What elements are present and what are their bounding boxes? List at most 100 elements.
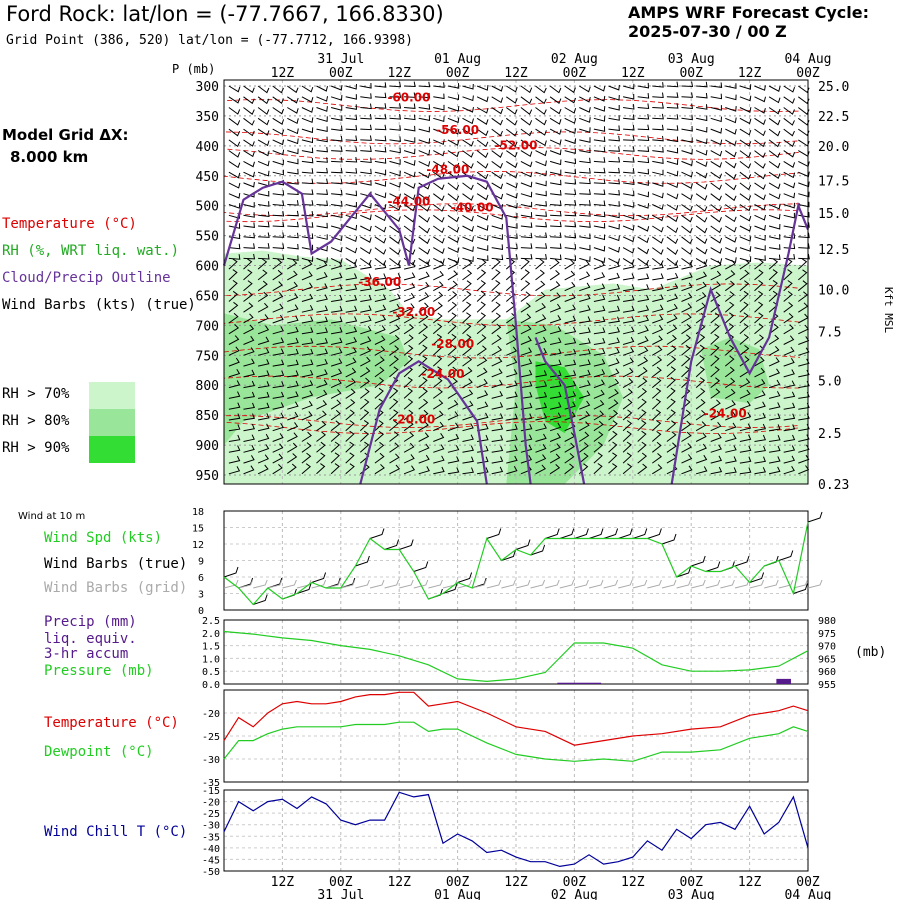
wind-barb [710,128,723,134]
isotherm-label-2: -52.00 [495,138,538,152]
wind-barb [330,85,343,91]
bottom-time-label-0: 12Z [271,875,295,890]
wind-barb [783,413,796,421]
wind-barb [783,302,794,313]
cloud-outline-0 [222,174,532,485]
wind-barb [447,467,460,475]
wind-barb [652,214,664,222]
wind-barb [651,366,662,378]
wind-barb [476,280,487,292]
temp-y-tick--35: -35 [202,778,220,789]
sfc-grid-barb [428,579,443,589]
wind-barb [725,257,737,263]
wind-barb [593,106,606,112]
sfc-wind-barb [253,594,268,605]
sfc-wind-barbs [223,511,823,605]
wind-barb [433,182,445,191]
wind-barb [798,347,810,356]
wind-barb [345,367,357,378]
wind-barb [403,431,415,442]
wind-barb [593,223,606,229]
wind-barb [418,149,431,156]
wind-barb [389,334,400,345]
wind-barb [403,247,416,255]
wind-barb [666,225,679,234]
wind-barb [549,139,562,146]
wind-barb [710,150,723,157]
wind-barb [754,255,766,261]
wind-barb [637,315,650,324]
wind-barb [447,323,457,335]
wind-barb [301,107,314,113]
wind-barb [608,358,620,367]
wind-barb [724,291,735,302]
wind-barb [520,380,533,389]
wind-barb [798,117,810,126]
wind-barb [739,246,752,252]
wind-barb [418,261,430,270]
wind-barb [418,204,430,212]
wind-barb [506,160,518,169]
wind-barb [579,305,591,313]
wind-barb [622,336,635,345]
wind-barb [666,193,679,200]
wind-barb [359,452,370,464]
wind-barb [330,389,342,399]
wind-barb [797,107,810,115]
wind-barb [243,402,255,410]
wind-barb [549,314,562,324]
wind-barb [783,346,795,356]
wind-barb [389,431,400,442]
wind-barb [651,398,662,410]
wind-barb [564,304,576,313]
wind-barb [725,445,737,453]
wind-barb [228,193,241,199]
wind-barb [447,312,457,324]
wind-barb [710,247,723,254]
wind-barb [301,369,314,378]
wind-barb [433,399,444,410]
wind-barb [374,236,387,244]
wind-barb [476,356,488,367]
wind-barb [462,434,474,442]
wind-barb [739,312,749,324]
sfc-grid-barb [807,579,823,589]
wind-barb [652,181,664,187]
wind-barb [637,225,650,232]
forecast-cycle-label: AMPS WRF Forecast Cycle: [628,3,870,22]
wind-barb [374,420,384,432]
wind-barb [637,284,650,292]
wind-barb [725,467,737,475]
wind-barb [652,225,664,233]
precip-panel-frame [223,619,809,685]
wind-barb [593,85,606,92]
wind-barb [491,117,503,126]
wind-barb [710,160,723,168]
wind-barb [564,96,577,104]
wind-barb [768,117,781,126]
wind-barbs-grid-label: Wind Barbs (grid) [44,580,187,596]
wind-barb [520,291,531,302]
wind-barb [316,116,328,122]
wind-y-tick-15: 15 [192,524,204,535]
sfc-wind-barb [384,539,400,550]
wind-barb [608,115,620,121]
wind-barb [491,334,502,345]
wind-barb [462,256,474,263]
wind-barb [360,273,372,281]
wind-barb [754,279,764,292]
wind-barb [549,326,562,335]
wind-barb [550,200,562,206]
wind-barb [535,117,547,126]
wind-barb [228,346,240,356]
wind-barb [272,243,285,249]
bottom-date-label-2: 02 Aug [551,888,598,900]
wind-barb [272,412,285,421]
wind-barb [564,259,575,270]
wind-barb [287,391,299,399]
wind-barb [593,399,605,410]
wind-barb [228,380,241,389]
wind-barb [768,234,781,240]
wind-barb [637,377,648,389]
wind-barb [389,114,401,120]
